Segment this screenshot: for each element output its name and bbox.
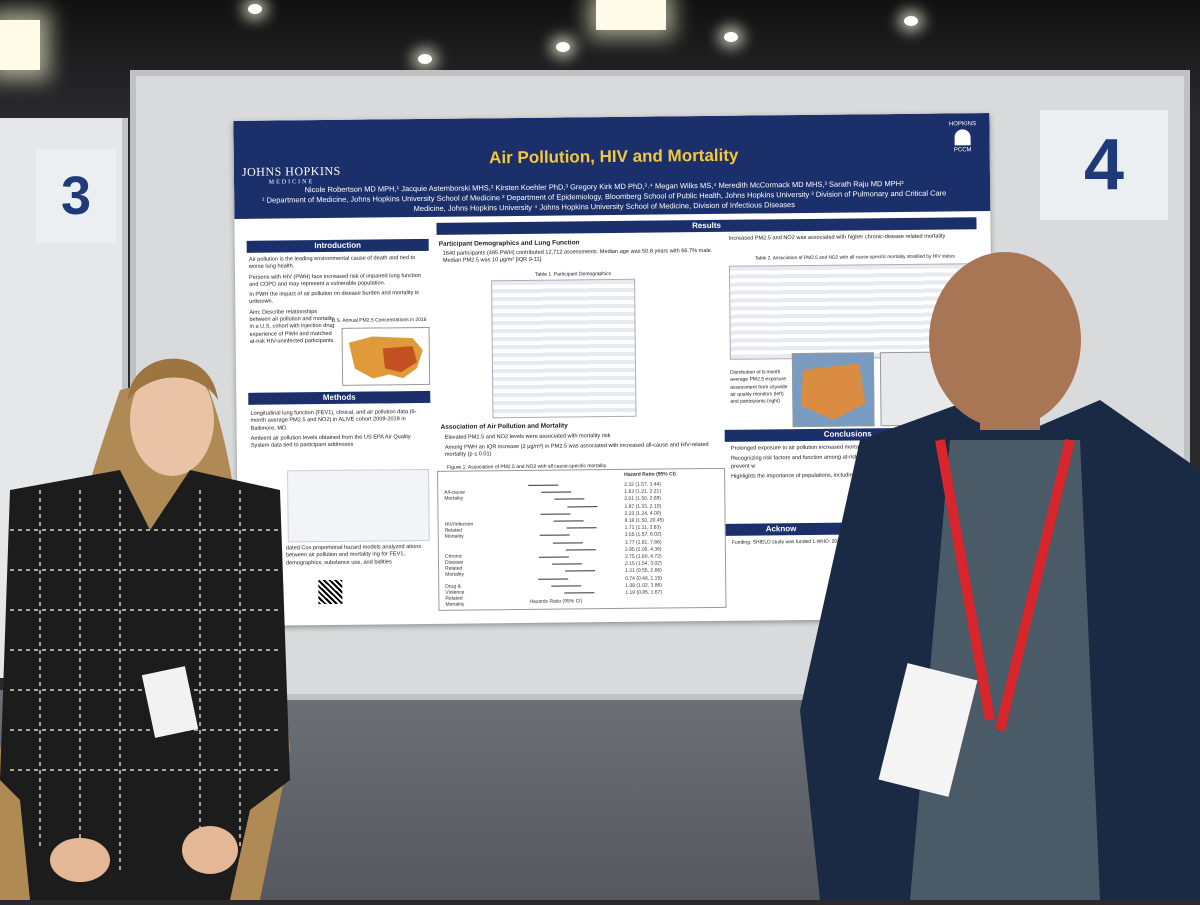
forest-plot: Hazard Ratio (95% CI) All-cause Mortalit… — [437, 467, 727, 611]
baltimore-monitor-map — [791, 352, 875, 428]
table-participant-demographics — [491, 278, 637, 419]
forest-hr-value: 2.32 (1.57, 3.44) — [624, 481, 661, 488]
booth-number-right: 4 — [1040, 110, 1168, 220]
results-text-2a: Elevated PM2.5 and NO2 levels were assoc… — [444, 433, 611, 441]
forest-point — [564, 592, 595, 594]
section-introduction: Introduction — [246, 238, 429, 253]
ceiling-light — [904, 16, 918, 26]
dome-icon — [954, 129, 971, 146]
forest-point — [567, 505, 598, 508]
man-presenter — [800, 250, 1200, 900]
forest-hr-value: 2.15 (1.54, 3.02) — [625, 560, 662, 568]
logo-text: HOPKINS — [948, 121, 976, 128]
forest-group-label: HIV/Infection Related Mortality — [444, 521, 474, 540]
intro-bullet: In PWH the impact of air pollution on di… — [249, 290, 419, 306]
forest-point — [552, 563, 583, 565]
intro-bullet: Persons with HIV (PWH) face increased ri… — [248, 272, 421, 288]
ceiling-light — [248, 4, 262, 14]
forest-hr-value: 1.21 (0.55, 2.66) — [625, 567, 662, 575]
forest-x-label: Hazards Ratio (95% CI) — [529, 598, 583, 605]
map2-caption: Distribution of 6-month average PM2.5 ex… — [730, 369, 788, 405]
forest-hr-value: 2.75 (1.60, 4.72) — [624, 553, 662, 560]
ceiling-panel-light — [0, 20, 40, 70]
ceiling-light — [556, 42, 570, 52]
man-figure — [800, 252, 1200, 900]
table1-caption: Table 1. Participant Demographics — [534, 271, 612, 278]
forest-hr-value: 3.55 (1.57, 8.02) — [624, 531, 662, 539]
right-bullet: Increased PM2.5 and NO2 was associated w… — [728, 233, 946, 242]
qr-code-icon — [318, 579, 343, 605]
forest-hr-value: 2.85 (2.05, 4.36) — [624, 546, 662, 553]
us-pm25-map — [341, 326, 431, 386]
forest-point — [540, 513, 571, 515]
institution-name: JOHNS HOPKINS — [241, 163, 341, 179]
forest-point — [565, 570, 596, 572]
forest-point — [565, 548, 596, 551]
author-block: Nicole Robertson MD MPH,¹ Jacquie Astemb… — [254, 178, 954, 215]
forest-point — [541, 491, 572, 493]
forest-hr-value: 1.63 (1.21, 2.21) — [624, 488, 662, 496]
ceiling-panel-light — [596, 0, 666, 30]
forest-point — [554, 498, 585, 501]
forest-hr-value: 3.77 (1.61, 7.86) — [624, 539, 662, 546]
intro-bullet: Air pollution is the leading environment… — [248, 255, 416, 271]
pccm-logo: HOPKINS PCCM — [945, 121, 979, 161]
forest-group-label: Drug & Violence Related Mortality — [445, 583, 465, 608]
forest-group-label: All-cause Mortality — [444, 489, 465, 502]
ceiling-light — [418, 54, 432, 64]
forest-group-label: Chronic Disease Related Mortality — [444, 553, 465, 578]
forest-point — [553, 520, 584, 522]
forest-hr-value: 1.08 (1.02, 3.86) — [625, 582, 662, 589]
woman-figure — [0, 358, 290, 900]
forest-hr-value: 0.74 (0.48, 1.15) — [625, 575, 662, 582]
forest-point — [551, 585, 582, 587]
forest-header: Hazard Ratio (95% CI) — [624, 471, 676, 478]
ceiling-light — [724, 32, 738, 42]
results-text-1: 1640 participants (495 PWH) contributed … — [442, 247, 713, 265]
forest-point — [538, 578, 569, 580]
results-subheading-1: Participant Demographics and Lung Functi… — [438, 239, 580, 248]
results-text-2b: Among PWH an IQR increase (2 μg/m³) in P… — [444, 442, 709, 459]
methods-flow-diagram — [287, 468, 430, 543]
map-caption: U.S. Annual PM2.5 Concentrations in 2016 — [331, 316, 427, 324]
section-results: Results — [436, 217, 977, 235]
forest-point — [538, 556, 569, 558]
booth-number-left: 3 — [36, 150, 116, 242]
institution-logo: JOHNS HOPKINS MEDICINE — [242, 164, 341, 186]
baltimore-map-shape — [801, 363, 866, 420]
methods-tail: dated Cox proportional hazard models ana… — [285, 544, 422, 567]
logo-sub: PCCM — [953, 147, 972, 154]
poster: JOHNS HOPKINS MEDICINE Air Pollution, HI… — [233, 113, 995, 626]
forest-hr-value: 2.23 (1.24, 4.00) — [624, 510, 662, 517]
forest-hr-value: 1.87 (1.33, 2.10) — [624, 503, 662, 510]
forest-hr-value: 2.01 (1.50, 2.69) — [624, 495, 662, 503]
forest-point — [566, 527, 597, 529]
forest-point — [539, 534, 570, 537]
forest-hr-value: 8.18 (1.50, 20.45) — [624, 517, 665, 524]
forest-point — [552, 541, 583, 544]
forest-point — [528, 484, 559, 486]
woman-presenter — [0, 330, 300, 900]
forest-hr-value: 1.19 (0.85, 1.67) — [625, 589, 663, 596]
forest-hr-value: 1.71 (1.11, 2.63) — [624, 524, 662, 532]
poster-header: JOHNS HOPKINS MEDICINE Air Pollution, HI… — [233, 113, 991, 219]
poster-title: Air Pollution, HIV and Mortality — [489, 145, 739, 168]
us-map-shape — [348, 336, 423, 379]
results-subheading-2: Association of Air Pollution and Mortali… — [440, 422, 568, 431]
